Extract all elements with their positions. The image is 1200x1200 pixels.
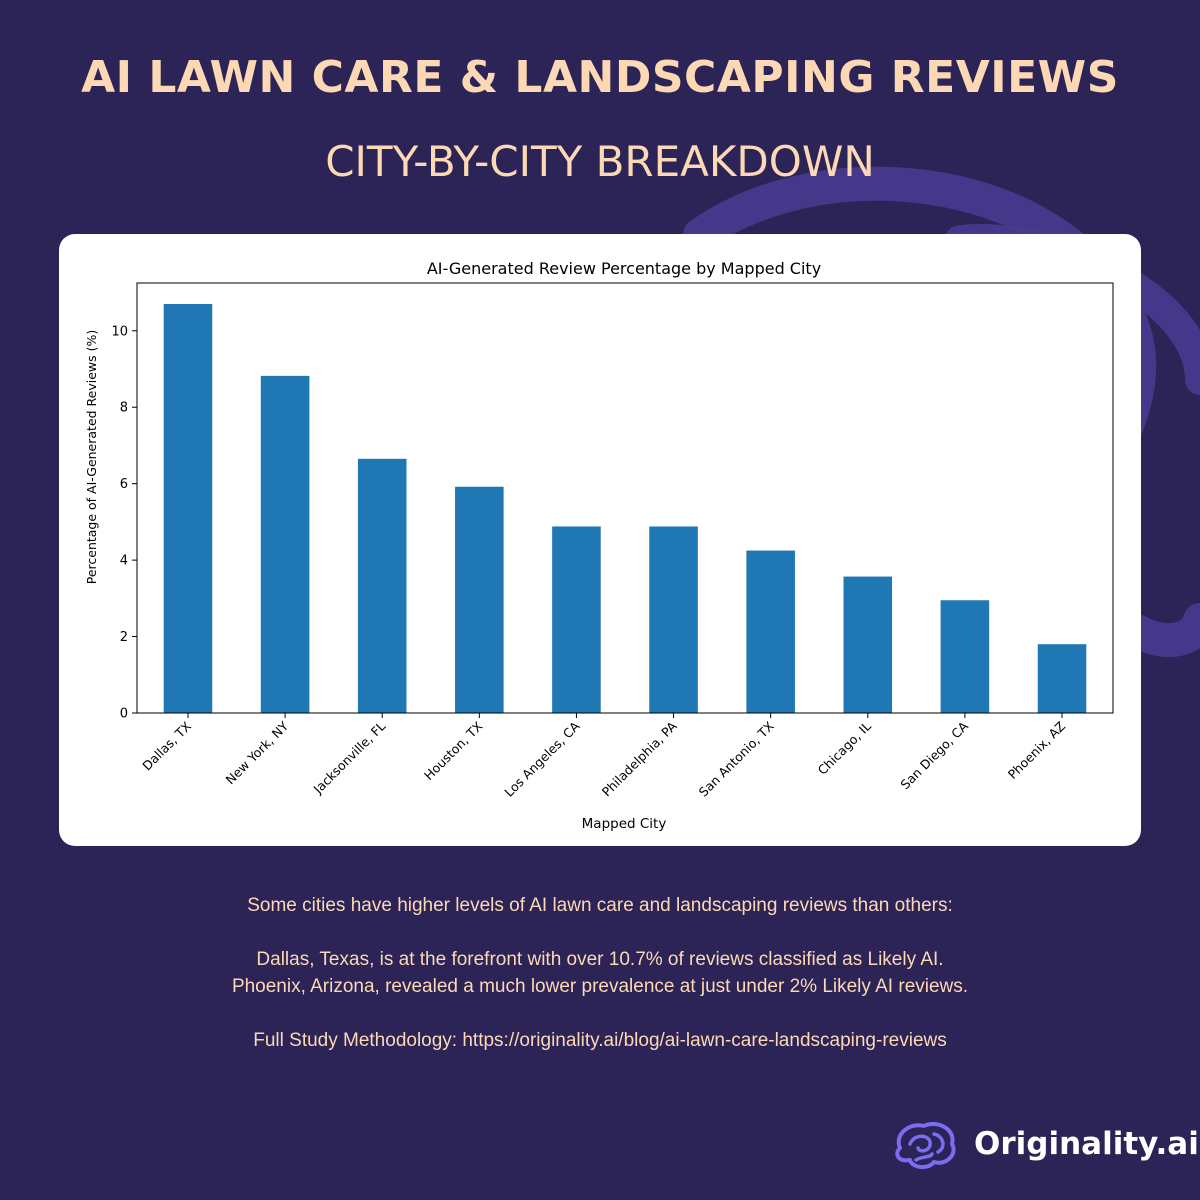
x-tick-label-0: Dallas, TX xyxy=(139,718,194,773)
y-tick-label-3: 6 xyxy=(120,477,128,492)
x-tick-label-8: San Diego, CA xyxy=(897,718,971,792)
bar-chart: AI-Generated Review Percentage by Mapped… xyxy=(84,259,1114,832)
x-tick-label-5: Philadelphia, PA xyxy=(599,718,680,799)
page-title: AI LAWN CARE & LANDSCAPING REVIEWS xyxy=(81,52,1119,103)
chart-y-axis-label: Percentage of AI-Generated Reviews (%) xyxy=(84,330,99,585)
bar-4 xyxy=(552,526,601,713)
chart-title: AI-Generated Review Percentage by Mapped… xyxy=(427,259,821,278)
bar-3 xyxy=(455,486,504,713)
methodology-link[interactable]: Full Study Methodology: https://original… xyxy=(253,1030,947,1051)
x-tick-label-6: San Antonio, TX xyxy=(696,718,777,799)
x-tick-label-2: Jacksonville, FL xyxy=(310,718,389,797)
y-tick-label-2: 4 xyxy=(120,554,128,569)
bar-5 xyxy=(649,526,698,713)
caption-intro: Some cities have higher levels of AI law… xyxy=(247,895,953,916)
brand-name: Originality.ai xyxy=(974,1126,1199,1162)
y-tick-label-4: 8 xyxy=(120,401,128,416)
x-tick-label-4: Los Angeles, CA xyxy=(501,718,583,800)
brand-logo[interactable]: Originality.ai xyxy=(890,1118,1199,1174)
x-tick-label-1: New York, NY xyxy=(223,718,292,787)
bar-8 xyxy=(940,600,990,713)
x-tick-label-3: Houston, TX xyxy=(421,718,486,783)
page-subtitle: CITY-BY-CITY BREAKDOWN xyxy=(325,137,875,186)
bar-1 xyxy=(260,375,310,713)
bar-0 xyxy=(163,304,213,713)
y-tick-label-5: 10 xyxy=(111,324,128,339)
caption-line-phoenix: Phoenix, Arizona, revealed a much lower … xyxy=(231,976,969,997)
brain-icon xyxy=(895,1122,956,1169)
y-tick-label-1: 2 xyxy=(120,630,128,645)
x-tick-label-7: Chicago, IL xyxy=(815,718,874,777)
y-tick-label-0: 0 xyxy=(120,707,128,722)
bar-2 xyxy=(357,458,407,713)
chart-card: AI-Generated Review Percentage by Mapped… xyxy=(59,234,1141,846)
bar-9 xyxy=(1037,644,1087,713)
plot-frame xyxy=(136,282,1114,714)
x-tick-label-9: Phoenix, AZ xyxy=(1005,719,1068,782)
bar-7 xyxy=(843,576,893,713)
caption-line-dallas: Dallas, Texas, is at the forefront with … xyxy=(256,949,944,970)
bar-6 xyxy=(746,550,795,713)
chart-x-axis-label: Mapped City xyxy=(582,816,667,832)
